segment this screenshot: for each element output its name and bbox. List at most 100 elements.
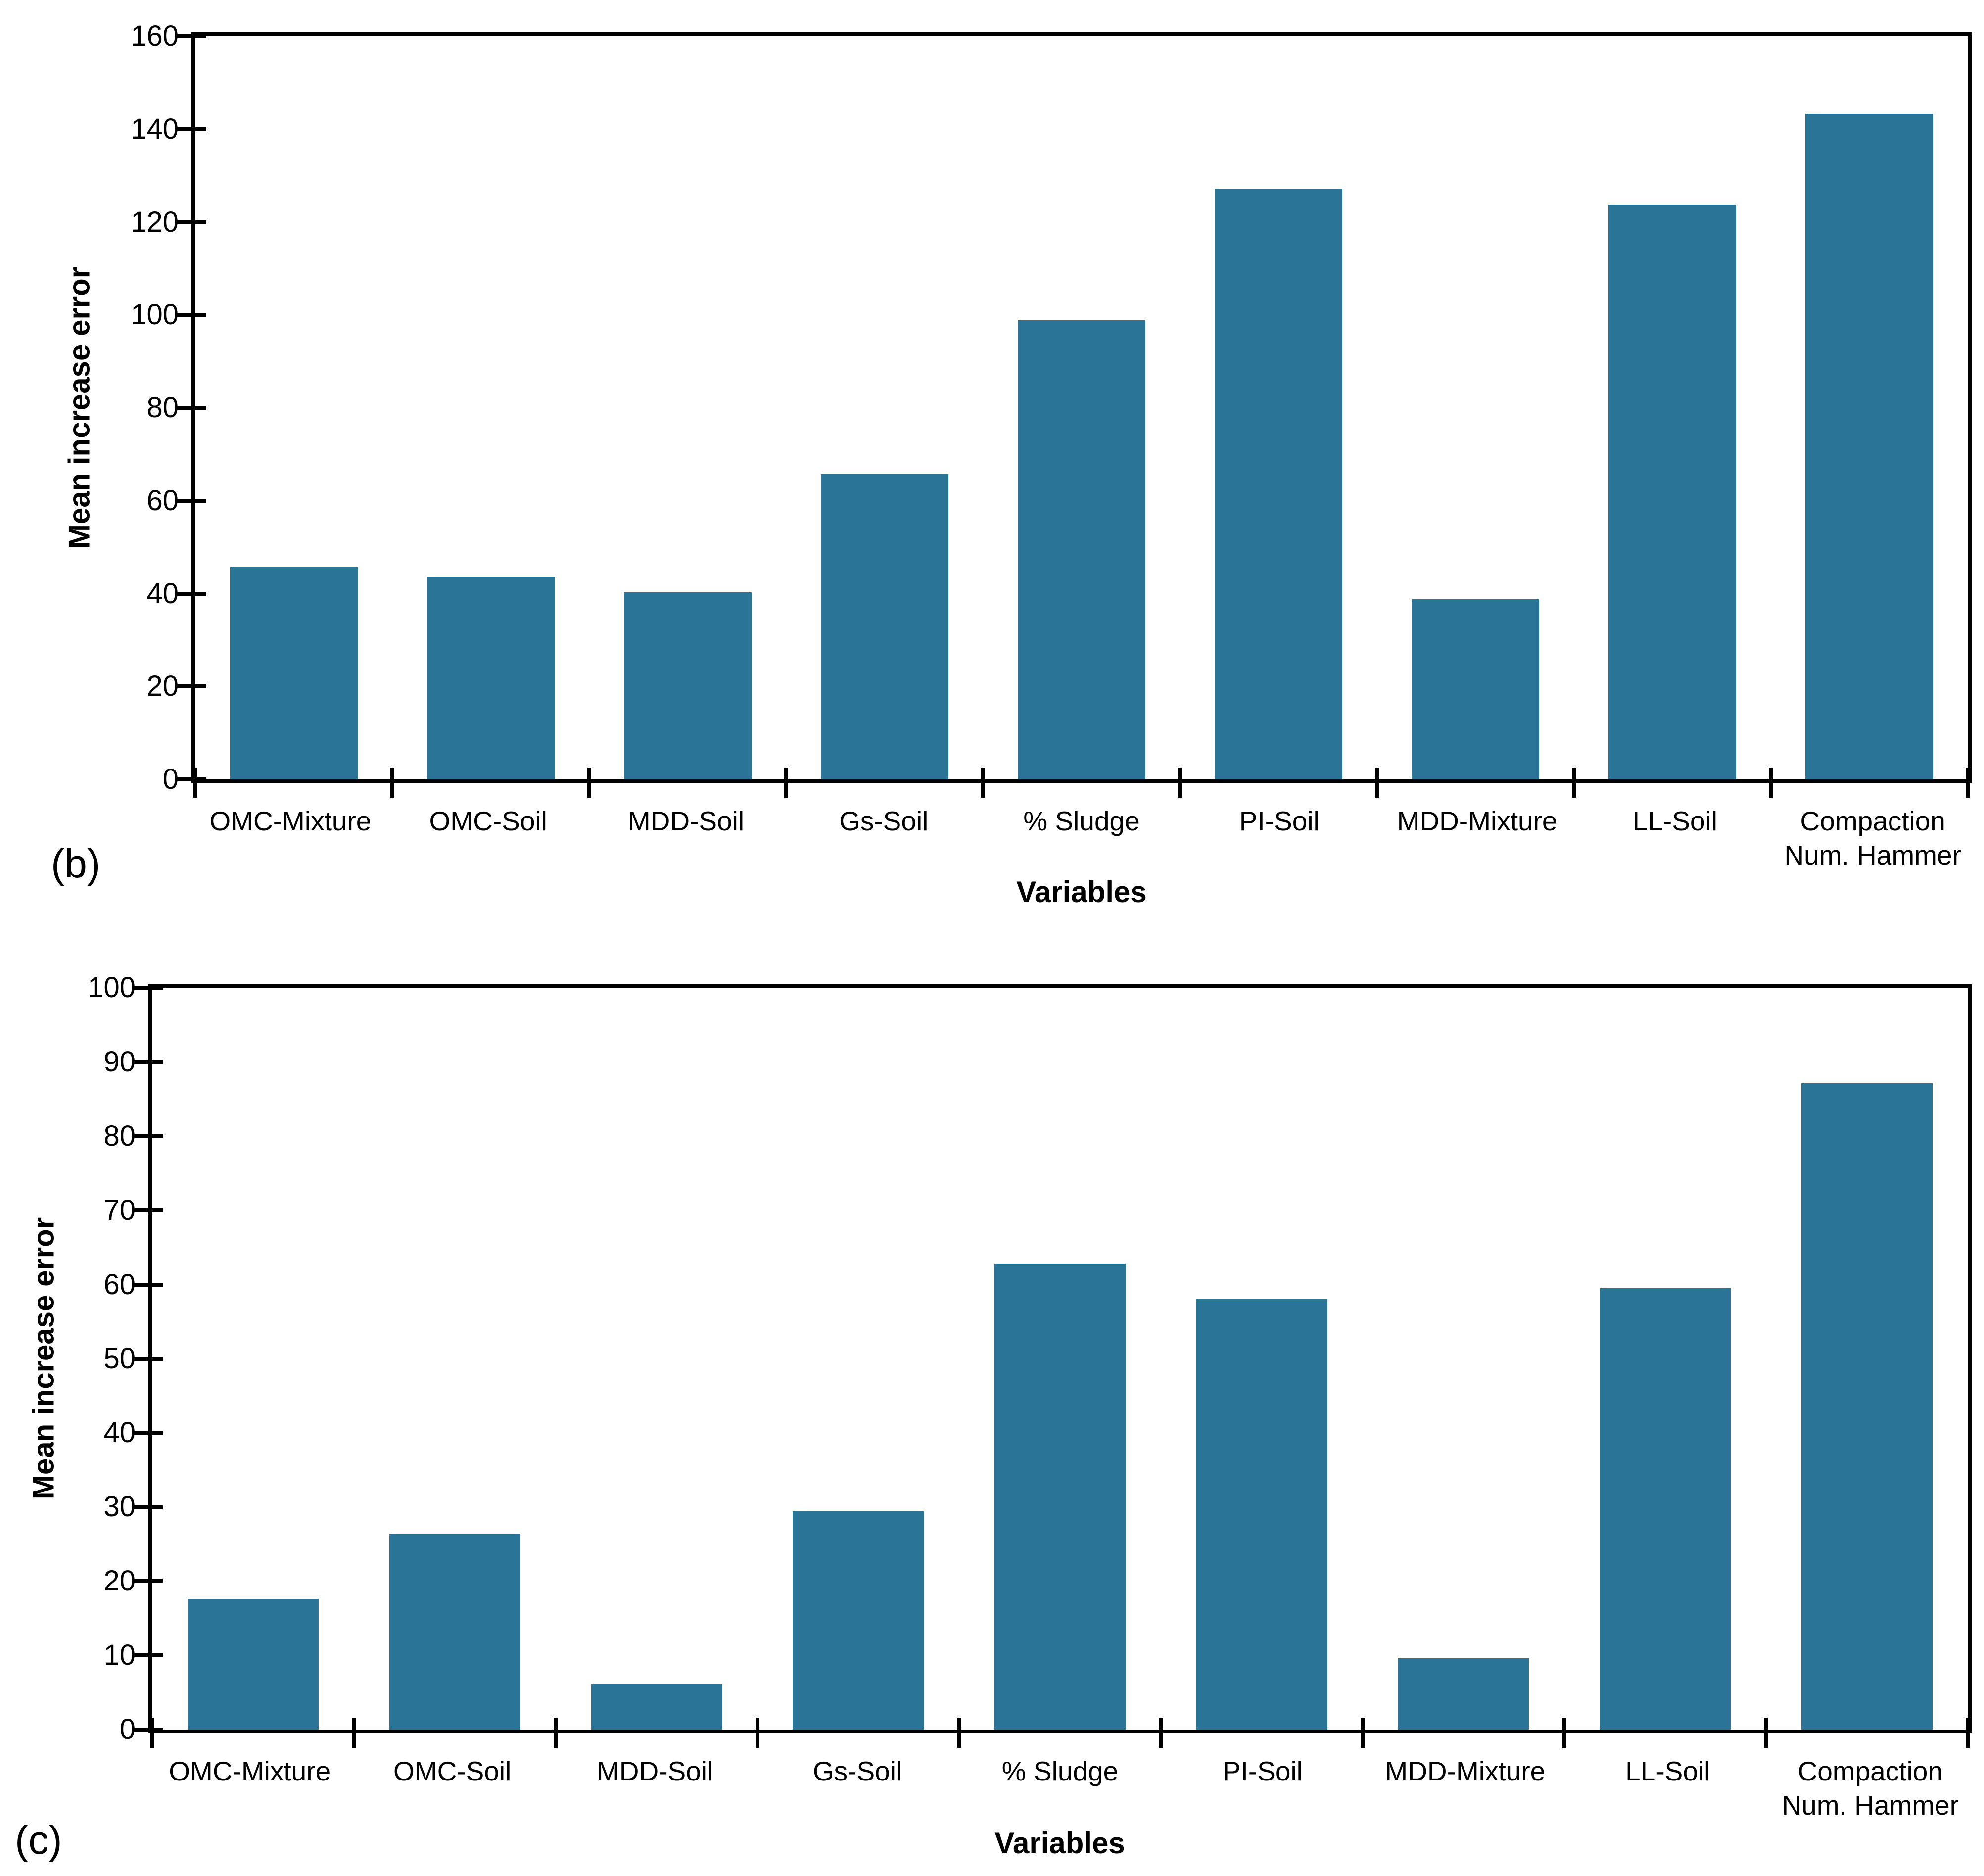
category-axis-b: OMC-Mixture OMC-Soil MDD-Soil Gs-Soil % Slud… xyxy=(191,804,1972,872)
category-label: PI-Soil xyxy=(1222,1756,1303,1786)
y-axis-tick xyxy=(134,986,163,990)
category-label: MDD-Mixture xyxy=(1397,806,1558,836)
bar-PI-Soil xyxy=(1214,188,1343,779)
y-axis-tick-label: 90 xyxy=(103,1045,136,1078)
y-axis-title-b: Mean increase error xyxy=(62,266,96,549)
x-axis-tick xyxy=(755,1718,759,1748)
y-axis-tick-label: 80 xyxy=(103,1119,136,1152)
plot-area-b: 0 20 40 60 80 100 120 140 160 xyxy=(131,22,1972,798)
x-axis-title-b: Variables xyxy=(1016,875,1147,909)
category-label: MDD-Soil xyxy=(627,806,745,836)
y-axis-tick xyxy=(134,1134,163,1138)
category-label: OMC-Mixture xyxy=(169,1756,331,1786)
y-axis-tick-label: 80 xyxy=(146,391,179,424)
y-axis-tick xyxy=(134,1059,163,1064)
y-axis-tick-label: 60 xyxy=(146,484,179,517)
bar-MDD-Soil xyxy=(591,1684,722,1730)
category-label: Gs-Soil xyxy=(812,1756,902,1786)
y-axis-tick-label: 70 xyxy=(103,1194,136,1226)
y-axis-title-c: Mean increase error xyxy=(27,1217,60,1500)
x-axis-tick xyxy=(1159,1718,1163,1748)
y-axis-tick xyxy=(177,591,206,596)
category-axis-c: OMC-Mixture OMC-Soil MDD-Soil Gs-Soil % Slud… xyxy=(148,1754,1972,1823)
bar-MDD-Soil xyxy=(623,592,752,779)
category-label: LL-Soil xyxy=(1625,1756,1710,1786)
x-axis-tick xyxy=(1966,1718,1970,1748)
y-axis-tick xyxy=(134,1356,163,1361)
y-axis-tick-label: 100 xyxy=(88,971,136,1004)
y-axis-tick xyxy=(177,34,206,38)
category-label: MDD-Mixture xyxy=(1385,1756,1546,1786)
panel-label-c: (c) xyxy=(15,1818,62,1863)
x-axis-tick xyxy=(587,768,591,798)
x-axis-tick xyxy=(352,1718,356,1748)
y-axis-tick-label: 160 xyxy=(131,20,179,52)
category-label: OMC-Mixture xyxy=(209,806,372,836)
x-axis-tick xyxy=(1562,1718,1566,1748)
x-axis-tick xyxy=(390,768,394,798)
x-axis-tick xyxy=(554,1718,558,1748)
category-label: PI-Soil xyxy=(1239,806,1320,836)
category-label: Compaction Num. Hammer xyxy=(1782,1756,1959,1821)
y-axis-tick xyxy=(134,1653,163,1658)
bar-MDD-Mixture xyxy=(1398,1658,1529,1730)
category-label: % Sludge xyxy=(1001,1756,1119,1786)
bar-Compaction xyxy=(1805,113,1934,779)
x-axis-tick xyxy=(957,1718,961,1748)
y-axis-tick-label: 120 xyxy=(131,205,179,238)
x-axis-tick xyxy=(193,768,197,798)
y-axis-tick xyxy=(134,1431,163,1435)
bar-PI-Soil xyxy=(1196,1299,1327,1730)
bar-OMC-Mixture xyxy=(230,567,358,779)
category-label: % Sludge xyxy=(1023,806,1140,836)
category-label: OMC-Soil xyxy=(429,806,547,836)
category-label: LL-Soil xyxy=(1632,806,1717,836)
category-label: Gs-Soil xyxy=(839,806,929,836)
x-axis-tick xyxy=(1572,768,1576,798)
x-axis-tick xyxy=(784,768,788,798)
x-axis-tick xyxy=(1769,768,1773,798)
y-axis-tick xyxy=(134,1728,163,1732)
y-axis-tick-label: 100 xyxy=(131,298,179,331)
category-label: OMC-Soil xyxy=(393,1756,512,1786)
x-axis-tick xyxy=(150,1718,154,1748)
y-axis-tick xyxy=(134,1282,163,1287)
bar-% Sludge xyxy=(1017,320,1146,779)
plot-area-c: 0 10 20 30 40 50 60 70 80 90 100 xyxy=(88,973,1972,1748)
bar-Compaction xyxy=(1801,1083,1933,1730)
y-axis-tick-label: 40 xyxy=(146,577,179,610)
chart-panel-b: Mean increase error 0 20 40 60 80 100 120 140 16… xyxy=(51,22,1972,909)
y-axis-tick-label: 40 xyxy=(103,1416,136,1449)
y-axis-tick xyxy=(134,1579,163,1584)
y-axis-tick xyxy=(177,498,206,503)
y-axis-tick-label: 30 xyxy=(103,1491,136,1523)
bar-LL-Soil xyxy=(1600,1288,1731,1730)
y-axis-tick xyxy=(134,1208,163,1212)
x-axis-tick xyxy=(1178,768,1182,798)
x-axis-tick xyxy=(1374,768,1379,798)
y-axis-tick-label: 140 xyxy=(131,112,179,145)
x-axis-tick xyxy=(1966,768,1970,798)
y-axis-tick xyxy=(177,313,206,317)
bar-LL-Soil xyxy=(1608,204,1737,779)
x-axis-title-c: Variables xyxy=(994,1827,1125,1860)
panel-label-b: (b) xyxy=(51,841,101,886)
y-axis-tick-label: 60 xyxy=(103,1268,136,1300)
y-axis-tick-label: 0 xyxy=(119,1713,136,1745)
y-axis-tick-label: 0 xyxy=(162,763,179,795)
y-axis-tick-label: 20 xyxy=(103,1565,136,1597)
bar-MDD-Mixture xyxy=(1411,599,1540,779)
y-axis-tick-label: 50 xyxy=(103,1342,136,1375)
y-axis-tick xyxy=(177,777,206,781)
bar-% Sludge xyxy=(994,1263,1126,1730)
category-label: Compaction Num. Hammer xyxy=(1784,806,1961,870)
y-axis-tick-label: 20 xyxy=(146,670,179,703)
bar-OMC-Soil xyxy=(389,1534,520,1730)
y-axis-tick xyxy=(177,220,206,224)
x-axis-tick xyxy=(1360,1718,1365,1748)
x-axis-tick xyxy=(981,768,985,798)
chart-panel-c: Mean increase error 0 10 20 30 40 50 60 70 80 90 1… xyxy=(0,940,1984,1876)
y-axis-tick xyxy=(177,406,206,410)
y-axis-tick xyxy=(177,684,206,689)
